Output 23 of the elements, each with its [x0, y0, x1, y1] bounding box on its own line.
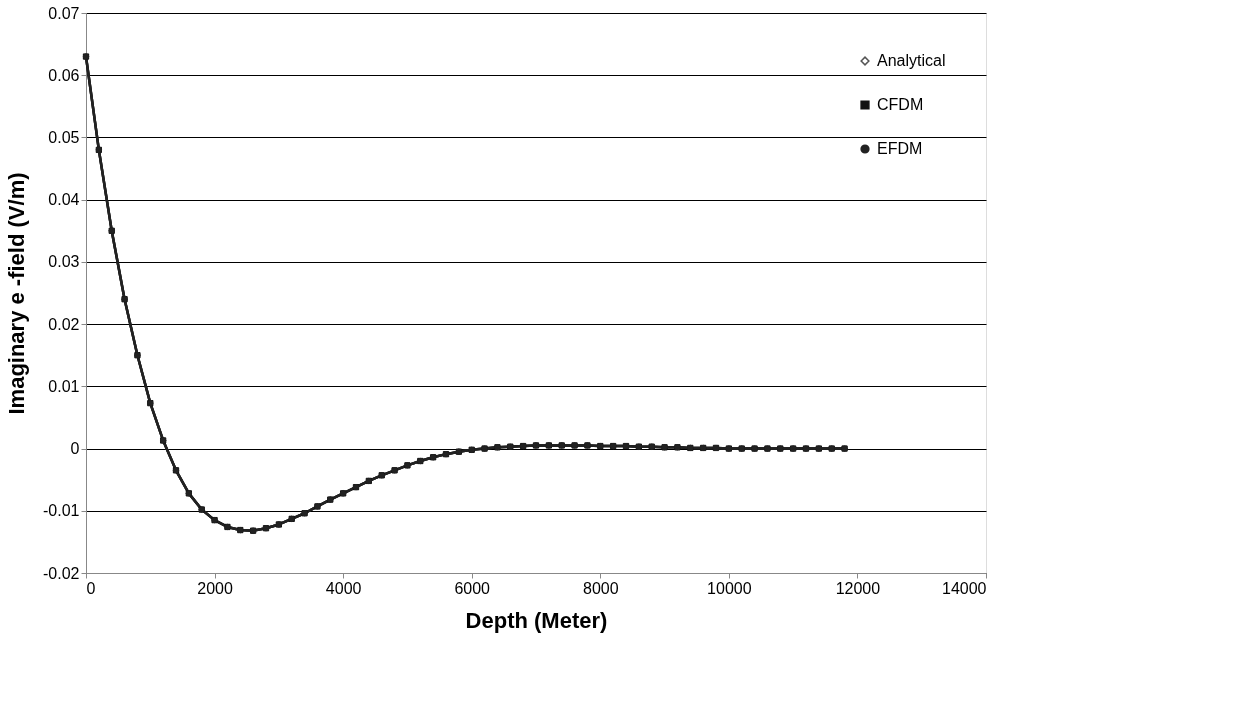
legend-label: EFDM [877, 140, 923, 157]
x-tick-label: 12000 [835, 579, 881, 597]
x-tick-label: 14000 [942, 579, 987, 597]
x-axis-title: Depth (Meter) [465, 607, 608, 633]
y-axis-title: Imaginary e -field (V/m) [4, 172, 30, 415]
x-tick-label: 6000 [454, 579, 491, 597]
y-tick-label: 0 [70, 440, 80, 458]
x-tick-label: 0 [86, 579, 96, 597]
y-tick-label: 0.06 [48, 66, 80, 84]
y-tick-label: -0.02 [43, 564, 80, 582]
y-tick-label: 0.05 [48, 128, 80, 146]
y-tick-label: 0.01 [48, 377, 80, 395]
legend-label: Analytical [877, 52, 946, 69]
y-tick-label: 0.03 [48, 253, 80, 271]
x-tick-label: 10000 [707, 579, 752, 597]
y-tick-label: 0.04 [48, 191, 80, 209]
legend-label: CFDM [877, 96, 924, 113]
x-tick-label: 8000 [582, 579, 619, 597]
x-tick-label: 2000 [197, 579, 233, 597]
y-tick-label: -0.01 [43, 502, 80, 520]
y-tick-label: 0.02 [48, 315, 80, 333]
y-tick-label: 0.07 [48, 4, 80, 22]
x-tick-label: 4000 [325, 579, 362, 597]
